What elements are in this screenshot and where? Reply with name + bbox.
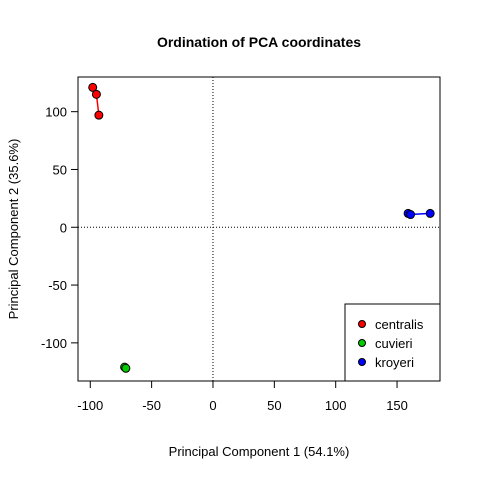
y-axis: -100 -50 0 50 100 bbox=[41, 105, 79, 351]
data-point-centralis bbox=[94, 110, 104, 120]
legend: centralis cuvieri kroyeri bbox=[344, 303, 441, 382]
y-tick-label: -50 bbox=[48, 278, 67, 293]
x-tick-label: -100 bbox=[77, 398, 103, 413]
legend-box bbox=[344, 303, 441, 382]
y-tick-label: 50 bbox=[53, 162, 67, 177]
y-axis-label: Principal Component 2 (35.6%) bbox=[6, 139, 21, 320]
legend-label-kroyeri: kroyeri bbox=[375, 355, 414, 370]
data-point-cuvieri bbox=[121, 363, 131, 373]
data-point-centralis bbox=[88, 82, 98, 92]
x-axis: -100 -50 0 50 100 150 bbox=[77, 380, 408, 413]
legend-label-cuvieri: cuvieri bbox=[375, 336, 413, 351]
data-point-centralis bbox=[91, 89, 101, 99]
x-tick-label: 0 bbox=[209, 398, 216, 413]
series-kroyeri bbox=[403, 208, 435, 220]
legend-label-centralis: centralis bbox=[375, 317, 424, 332]
x-tick-label: -50 bbox=[142, 398, 161, 413]
data-point-kroyeri bbox=[425, 208, 435, 218]
y-tick-label: 100 bbox=[45, 105, 67, 120]
x-tick-label: 50 bbox=[267, 398, 281, 413]
legend-marker-kroyeri bbox=[358, 358, 366, 366]
data-point-kroyeri bbox=[406, 210, 416, 220]
series-centralis bbox=[88, 82, 104, 120]
chart-title: Ordination of PCA coordinates bbox=[157, 34, 361, 50]
legend-marker-cuvieri bbox=[358, 339, 366, 347]
legend-marker-centralis bbox=[358, 320, 366, 328]
series-cuvieri bbox=[120, 362, 131, 373]
y-tick-label: -100 bbox=[41, 336, 67, 351]
x-tick-label: 150 bbox=[386, 398, 408, 413]
x-axis-label: Principal Component 1 (54.1%) bbox=[169, 444, 350, 459]
y-tick-label: 0 bbox=[60, 220, 67, 235]
x-tick-label: 100 bbox=[325, 398, 347, 413]
